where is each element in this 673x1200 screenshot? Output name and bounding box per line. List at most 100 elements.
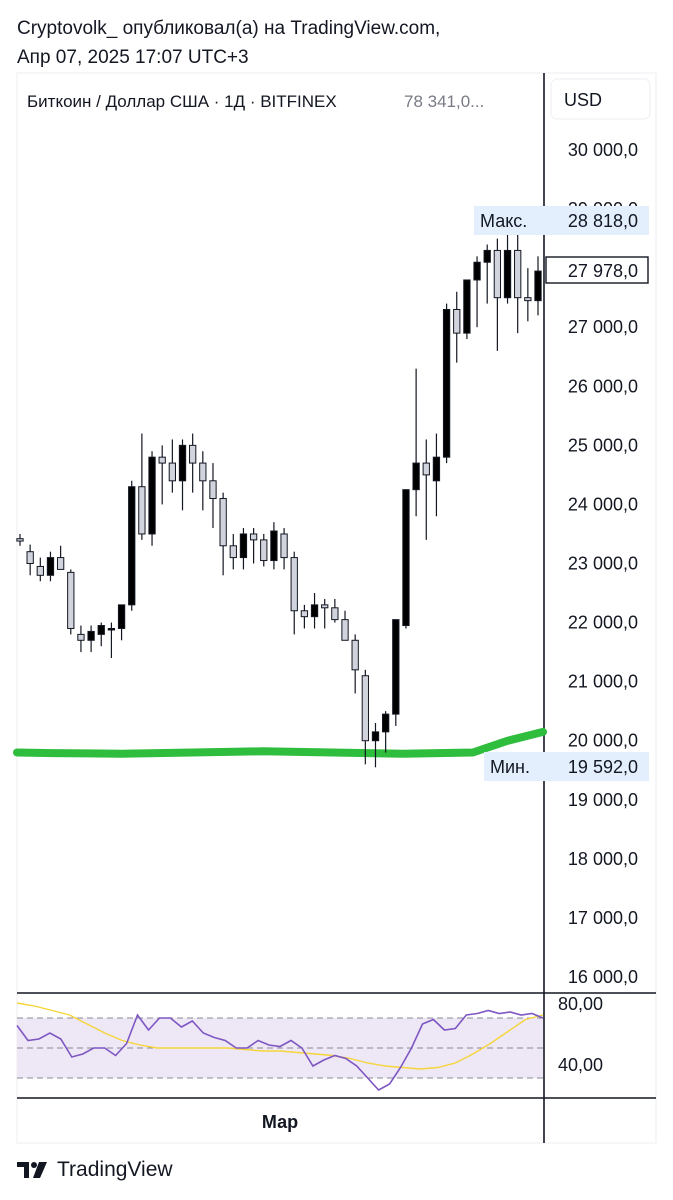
- candle-body-up: [473, 261, 481, 281]
- candle: [158, 445, 166, 505]
- price-tick-label: 21 000,0: [568, 672, 638, 692]
- price-tick-label: 30 000,0: [568, 140, 638, 160]
- price-tick-label: 24 000,0: [568, 494, 638, 514]
- candle: [493, 238, 502, 351]
- candle-body-up: [148, 456, 156, 535]
- candle: [117, 604, 126, 641]
- footer-brand-label: TradingView: [57, 1158, 173, 1181]
- price-tick-label: 17 000,0: [568, 908, 638, 928]
- candle-body-up: [381, 713, 390, 733]
- candle-body-up: [310, 604, 319, 618]
- candle: [453, 291, 461, 363]
- min-label: Мин.: [490, 757, 530, 777]
- candle-body-up: [107, 627, 116, 631]
- candle: [270, 522, 278, 570]
- candle: [310, 593, 319, 629]
- candle-body-up: [503, 249, 512, 299]
- currency-button[interactable]: [550, 78, 651, 120]
- price-axis[interactable]: 30 000,029 000,027 000,026 000,025 000,0…: [568, 140, 638, 987]
- candle: [473, 256, 481, 328]
- candle-body-down: [453, 308, 461, 334]
- rsi-ma-line: [16, 1002, 544, 1070]
- candle-body-down: [361, 675, 369, 742]
- candle: [412, 368, 420, 517]
- currency-label: USD: [564, 90, 602, 110]
- candle: [351, 634, 359, 694]
- candle-body-down: [331, 607, 339, 621]
- candle-body-down: [168, 462, 177, 482]
- candle-body-down: [493, 249, 502, 299]
- candle-body-down: [260, 539, 268, 562]
- candle: [128, 480, 136, 611]
- candle-body-down: [249, 533, 258, 541]
- candle: [168, 439, 177, 493]
- max-label: Макс.: [480, 211, 527, 231]
- candle-body-down: [321, 604, 329, 609]
- candle-body-up: [178, 444, 187, 482]
- price-tick-label: 18 000,0: [568, 849, 638, 869]
- publisher-line: Cryptovolk_ опубликовал(а) на TradingVie…: [17, 18, 441, 39]
- candle: [321, 598, 329, 629]
- max-label-bg: [474, 206, 649, 235]
- candle-body-down: [524, 297, 532, 302]
- candle-body-down: [219, 498, 227, 547]
- rsi-tick-80: 80,00: [558, 994, 603, 1014]
- candle-body-up: [239, 533, 248, 559]
- candle: [381, 711, 390, 753]
- footer-brand[interactable]: TradingView: [17, 1157, 173, 1183]
- candle: [107, 622, 116, 659]
- candle: [432, 433, 441, 517]
- rsi-line: [16, 1009, 544, 1092]
- candle: [300, 604, 309, 629]
- candle-body-down: [26, 551, 34, 565]
- candle: [483, 244, 491, 304]
- price-tick-label: 27 000,0: [568, 317, 638, 337]
- candle: [199, 451, 207, 511]
- candle-body-down: [16, 538, 24, 542]
- candle-body-down: [199, 462, 207, 482]
- candle-body-up: [87, 630, 95, 641]
- candle-body-up: [402, 489, 410, 627]
- candle-body-down: [67, 571, 75, 629]
- price-tick-label: 20 000,0: [568, 731, 638, 751]
- candle: [229, 533, 237, 570]
- candle: [138, 433, 146, 540]
- chart-frame: [16, 72, 657, 1144]
- candle: [331, 598, 339, 623]
- candle: [392, 619, 400, 726]
- publish-date: Апр 07, 2025 17:07 UTC+3: [17, 47, 249, 68]
- candle-body-up: [392, 619, 400, 715]
- candle-body-up: [534, 270, 542, 302]
- candle: [290, 551, 298, 635]
- candle: [219, 492, 227, 576]
- candle-body-up: [412, 462, 420, 491]
- candle: [36, 557, 44, 582]
- candle-body-down: [138, 486, 146, 535]
- candle: [463, 279, 471, 340]
- candle-body-up: [46, 557, 55, 576]
- candle-body-down: [209, 480, 217, 500]
- price-tick-label: 19 000,0: [568, 790, 638, 810]
- candle: [249, 528, 258, 564]
- tradingview-logo-icon: [17, 1162, 47, 1178]
- price-tick-label: 22 000,0: [568, 613, 638, 633]
- last-value: 78 341,0...: [404, 92, 484, 111]
- symbol-title: Биткоин / Доллар США · 1Д · BITFINEX: [27, 92, 337, 111]
- candle: [361, 669, 369, 765]
- candle: [77, 625, 85, 653]
- candle-body-down: [280, 533, 288, 559]
- candle-body-up: [442, 308, 451, 458]
- candle-body-down: [158, 456, 166, 464]
- max-value: 28 818,0: [568, 211, 638, 231]
- candle: [534, 256, 542, 316]
- candle: [148, 451, 156, 546]
- candle: [67, 569, 75, 635]
- candle-body-up: [270, 530, 278, 562]
- candle: [341, 610, 349, 641]
- candle: [97, 622, 105, 647]
- candle: [209, 463, 217, 529]
- candle: [16, 533, 24, 546]
- candle: [87, 625, 95, 653]
- candle-body-up: [117, 604, 126, 629]
